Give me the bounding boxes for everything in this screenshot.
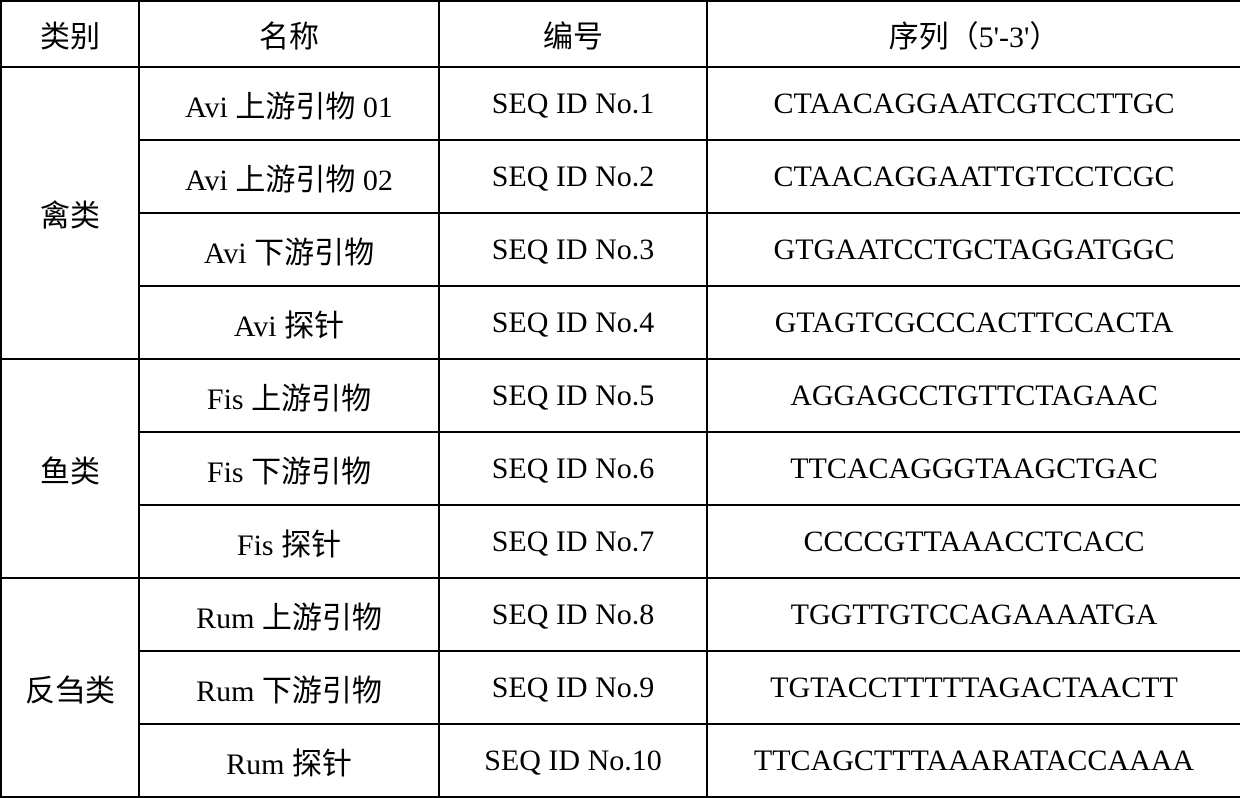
cell-name: Rum 上游引物: [139, 578, 439, 651]
cell-name: Fis 上游引物: [139, 359, 439, 432]
table-row: 禽类 Avi 上游引物 01 SEQ ID No.1 CTAACAGGAATCG…: [1, 67, 1240, 140]
cell-name: Avi 上游引物 01: [139, 67, 439, 140]
cell-category: 反刍类: [1, 578, 139, 797]
cell-seq: TTCAGCTTTAAARATACCAAAA: [707, 724, 1240, 797]
primer-sequence-table: 类别 名称 编号 序列（5'-3'） 禽类 Avi 上游引物 01 SEQ ID…: [0, 0, 1240, 798]
cell-name: Rum 下游引物: [139, 651, 439, 724]
cell-seq: CTAACAGGAATTGTCCTCGC: [707, 140, 1240, 213]
table-row: Avi 下游引物 SEQ ID No.3 GTGAATCCTGCTAGGATGG…: [1, 213, 1240, 286]
table-row: Rum 下游引物 SEQ ID No.9 TGTACCTTTTTAGACTAAC…: [1, 651, 1240, 724]
cell-id: SEQ ID No.3: [439, 213, 707, 286]
table-row: Fis 探针 SEQ ID No.7 CCCCGTTAAACCTCACC: [1, 505, 1240, 578]
table-row: Fis 下游引物 SEQ ID No.6 TTCACAGGGTAAGCTGAC: [1, 432, 1240, 505]
cell-category: 禽类: [1, 67, 139, 359]
col-name: 名称: [139, 1, 439, 67]
cell-id: SEQ ID No.5: [439, 359, 707, 432]
col-id: 编号: [439, 1, 707, 67]
table-header-row: 类别 名称 编号 序列（5'-3'）: [1, 1, 1240, 67]
table-row: Avi 上游引物 02 SEQ ID No.2 CTAACAGGAATTGTCC…: [1, 140, 1240, 213]
col-sequence: 序列（5'-3'）: [707, 1, 1240, 67]
table-row: Avi 探针 SEQ ID No.4 GTAGTCGCCCACTTCCACTA: [1, 286, 1240, 359]
cell-id: SEQ ID No.9: [439, 651, 707, 724]
cell-seq: GTAGTCGCCCACTTCCACTA: [707, 286, 1240, 359]
cell-name: Fis 探针: [139, 505, 439, 578]
col-category: 类别: [1, 1, 139, 67]
cell-seq: GTGAATCCTGCTAGGATGGC: [707, 213, 1240, 286]
cell-seq: AGGAGCCTGTTCTAGAAC: [707, 359, 1240, 432]
cell-seq: CCCCGTTAAACCTCACC: [707, 505, 1240, 578]
cell-id: SEQ ID No.10: [439, 724, 707, 797]
cell-id: SEQ ID No.1: [439, 67, 707, 140]
table-row: Rum 探针 SEQ ID No.10 TTCAGCTTTAAARATACCAA…: [1, 724, 1240, 797]
cell-seq: TGGTTGTCCAGAAAATGA: [707, 578, 1240, 651]
cell-id: SEQ ID No.8: [439, 578, 707, 651]
cell-name: Rum 探针: [139, 724, 439, 797]
cell-seq: TGTACCTTTTTAGACTAACTT: [707, 651, 1240, 724]
cell-id: SEQ ID No.2: [439, 140, 707, 213]
cell-name: Avi 下游引物: [139, 213, 439, 286]
cell-category: 鱼类: [1, 359, 139, 578]
cell-name: Avi 上游引物 02: [139, 140, 439, 213]
cell-seq: CTAACAGGAATCGTCCTTGC: [707, 67, 1240, 140]
cell-name: Fis 下游引物: [139, 432, 439, 505]
cell-seq: TTCACAGGGTAAGCTGAC: [707, 432, 1240, 505]
table-row: 鱼类 Fis 上游引物 SEQ ID No.5 AGGAGCCTGTTCTAGA…: [1, 359, 1240, 432]
cell-id: SEQ ID No.7: [439, 505, 707, 578]
cell-name: Avi 探针: [139, 286, 439, 359]
cell-id: SEQ ID No.6: [439, 432, 707, 505]
table-row: 反刍类 Rum 上游引物 SEQ ID No.8 TGGTTGTCCAGAAAA…: [1, 578, 1240, 651]
cell-id: SEQ ID No.4: [439, 286, 707, 359]
